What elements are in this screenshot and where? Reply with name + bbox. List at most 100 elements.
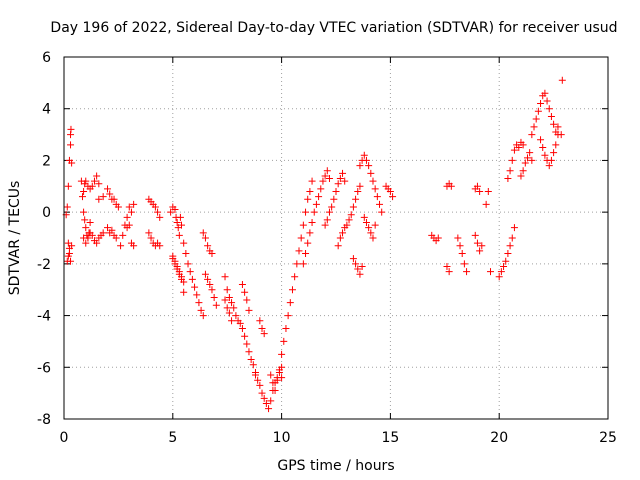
data-point (63, 257, 71, 265)
data-point (178, 221, 186, 229)
data-point (123, 213, 131, 221)
data-point (104, 185, 112, 193)
data-point (258, 325, 266, 332)
data-point (64, 182, 72, 190)
data-point (476, 247, 484, 255)
y-tick-label: -8 (37, 412, 51, 428)
data-point (332, 187, 340, 195)
data-point (526, 149, 534, 157)
data-point (371, 221, 379, 229)
data-point (508, 156, 516, 164)
data-point (173, 262, 181, 270)
data-point (510, 146, 518, 154)
data-point (506, 242, 514, 250)
data-point (90, 177, 98, 185)
y-tick-label: -6 (37, 360, 51, 376)
data-point (245, 306, 253, 314)
data-point (84, 234, 92, 242)
data-point (82, 177, 90, 185)
data-point (82, 224, 90, 232)
data-point (206, 281, 214, 289)
data-point (241, 288, 249, 296)
data-point (552, 141, 560, 149)
data-point (476, 187, 484, 195)
data-point (249, 361, 257, 369)
plot-frame (63, 56, 609, 420)
data-point (371, 185, 379, 193)
data-point (537, 136, 545, 144)
data-point (254, 376, 262, 384)
data-point (64, 252, 72, 260)
data-point (208, 250, 216, 258)
data-point (265, 405, 273, 413)
data-point (369, 234, 377, 242)
data-point (373, 193, 381, 201)
data-point (241, 332, 249, 340)
data-point (278, 374, 286, 382)
data-point (68, 159, 76, 167)
data-point (369, 177, 377, 185)
data-point (349, 255, 357, 263)
data-point (280, 337, 288, 345)
y-axis-label: SDTVAR / TECUs (7, 181, 23, 296)
data-point (339, 229, 347, 237)
data-points (62, 76, 566, 413)
data-point (201, 234, 209, 242)
data-point (443, 262, 451, 270)
data-point (500, 262, 508, 270)
data-point (299, 221, 307, 229)
data-point (188, 275, 196, 283)
data-point (284, 312, 292, 320)
data-point (88, 231, 96, 239)
data-point (550, 120, 558, 128)
data-point (545, 162, 553, 170)
data-point (456, 242, 464, 250)
data-point (506, 167, 514, 175)
data-point (328, 203, 336, 211)
data-point (80, 187, 88, 195)
data-point (245, 348, 253, 356)
data-point (367, 169, 375, 177)
data-point (117, 242, 125, 250)
data-point (386, 187, 394, 195)
data-point (519, 167, 527, 175)
data-point (125, 221, 133, 229)
data-point (321, 221, 329, 229)
data-point (354, 187, 362, 195)
data-point (167, 208, 175, 216)
data-point (356, 270, 364, 278)
x-tick-label: 5 (168, 430, 177, 446)
data-point (463, 268, 471, 276)
data-point (180, 288, 188, 296)
data-point (212, 301, 220, 309)
data-point (291, 273, 299, 281)
x-axis-label: GPS time / hours (277, 458, 394, 474)
data-point (82, 239, 90, 247)
x-tick-label: 15 (381, 430, 399, 446)
data-point (545, 105, 553, 113)
data-point (295, 247, 303, 255)
data-point (232, 312, 240, 320)
data-point (225, 309, 233, 317)
data-point (325, 208, 333, 216)
data-point (308, 218, 316, 226)
x-tick-label: 20 (490, 430, 508, 446)
data-point (282, 325, 290, 332)
y-tick-label: 4 (42, 102, 51, 118)
chart-title: Day 196 of 2022, Sidereal Day-to-day VTE… (50, 20, 617, 36)
data-point (356, 162, 364, 170)
data-point (147, 234, 155, 242)
data-point (312, 200, 320, 208)
data-point (523, 154, 531, 162)
data-point (352, 195, 360, 203)
data-point (519, 141, 527, 149)
data-point (454, 234, 462, 242)
data-point (365, 224, 373, 232)
data-point (547, 156, 555, 164)
data-point (308, 177, 316, 185)
data-point (99, 193, 107, 201)
data-point (389, 193, 397, 201)
y-tick-label: -4 (37, 309, 51, 325)
data-point (543, 97, 551, 105)
data-point (325, 175, 333, 183)
